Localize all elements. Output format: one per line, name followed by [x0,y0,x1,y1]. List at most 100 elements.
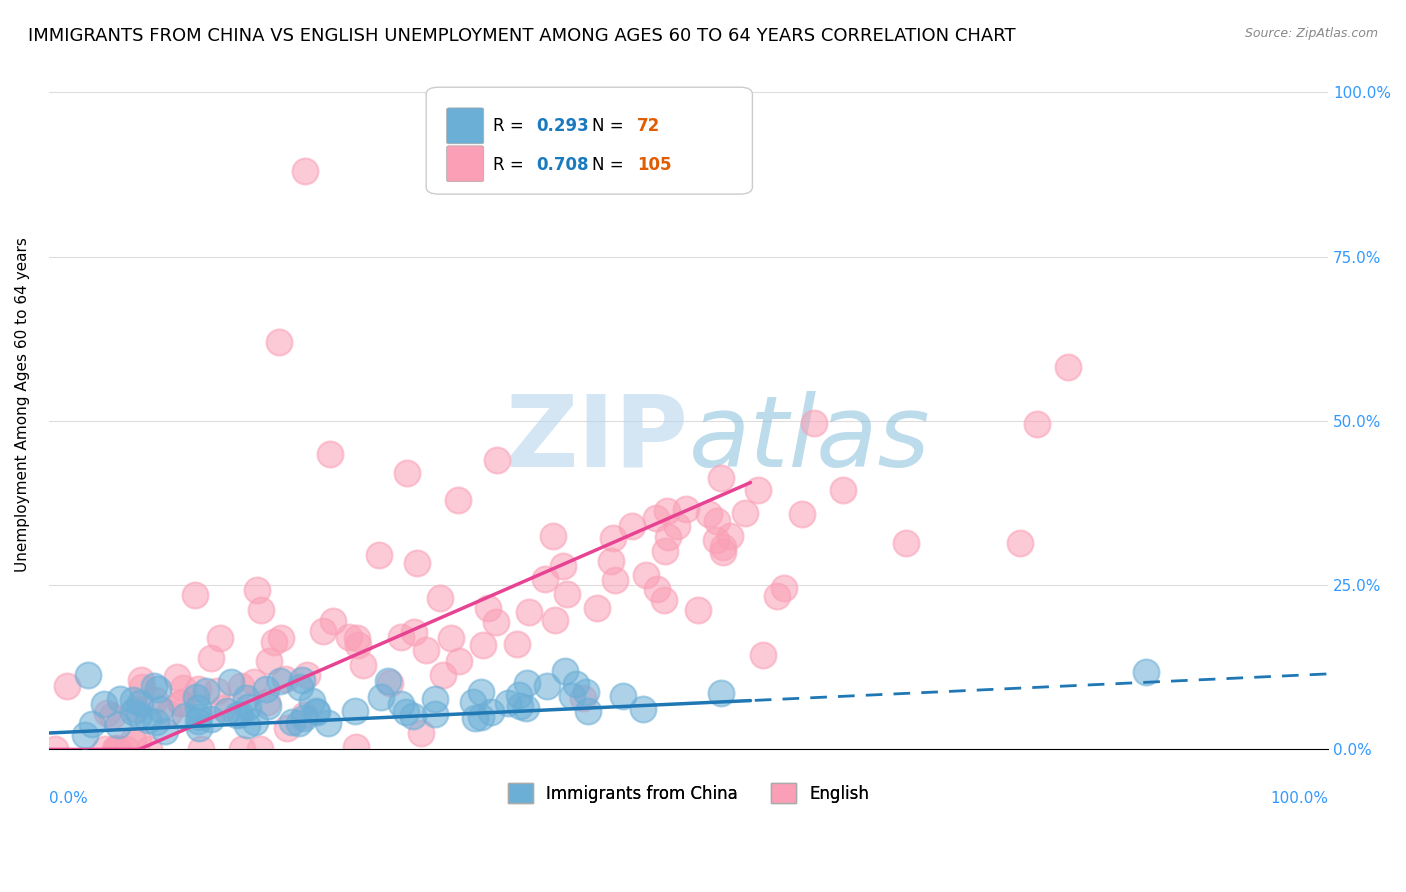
Point [516,676,538,690]
Point [263,635,285,649]
Point [170,696,193,710]
Point [200,651,222,665]
Point [554,665,576,679]
Point [536,679,558,693]
Point [127,733,149,747]
Text: 0.293: 0.293 [536,117,589,135]
Point [711,545,734,559]
Point [346,631,368,645]
Point [108,691,131,706]
Point [506,637,529,651]
Point [831,483,853,497]
Point [93,697,115,711]
Text: N =: N = [592,117,630,135]
Point [1026,417,1049,431]
Point [586,601,609,615]
Point [172,681,194,695]
Point [572,690,595,705]
Point [187,701,209,715]
Point [447,492,470,507]
Point [389,698,412,712]
Point [470,710,492,724]
Point [1010,535,1032,549]
Point [378,676,401,690]
Point [675,501,697,516]
Point [496,696,519,710]
Point [246,582,269,597]
Point [620,519,643,533]
Point [402,709,425,723]
Point [318,716,340,731]
Point [752,648,775,662]
Point [166,669,188,683]
Point [464,711,486,725]
Point [652,592,675,607]
Point [790,507,813,521]
Point [243,675,266,690]
Point [225,708,247,723]
Point [515,701,537,715]
Point [479,705,502,719]
Point [405,556,427,570]
Text: ZIP: ZIP [506,391,689,488]
Point [631,702,654,716]
Point [143,679,166,693]
Point [319,447,342,461]
Point [157,706,180,721]
Point [322,614,344,628]
Point [665,519,688,533]
Point [747,483,769,498]
Point [229,679,252,693]
Text: 0.0%: 0.0% [49,791,87,805]
Point [190,742,212,756]
Point [415,643,437,657]
Point [305,704,328,718]
Legend: Immigrants from China, English: Immigrants from China, English [501,776,876,810]
Point [343,704,366,718]
Point [344,739,367,754]
Point [76,668,98,682]
Point [121,733,143,747]
Point [229,706,252,721]
Point [259,654,281,668]
Point [711,540,734,554]
Point [205,684,228,698]
Point [485,453,508,467]
Point [301,694,323,708]
Point [657,530,679,544]
Point [107,742,129,756]
Point [128,708,150,723]
Point [184,690,207,704]
Point [734,506,756,520]
Point [269,673,291,688]
Point [704,533,727,548]
Point [544,614,567,628]
Point [80,717,103,731]
Point [368,548,391,562]
Point [267,335,290,350]
Point [155,723,177,738]
Point [555,587,578,601]
Point [125,702,148,716]
Point [235,690,257,705]
Point [654,544,676,558]
Point [686,602,709,616]
Point [803,417,825,431]
Point [256,695,278,709]
Point [249,742,271,756]
Point [243,715,266,730]
Point [104,742,127,756]
Text: atlas: atlas [689,391,931,488]
Point [389,630,412,644]
Point [221,675,243,690]
Point [395,705,418,719]
Point [647,582,669,596]
Point [288,681,311,695]
Point [148,702,170,716]
Point [136,713,159,727]
Point [200,712,222,726]
Point [517,605,540,619]
Point [146,681,169,696]
Point [551,559,574,574]
Point [634,568,657,582]
